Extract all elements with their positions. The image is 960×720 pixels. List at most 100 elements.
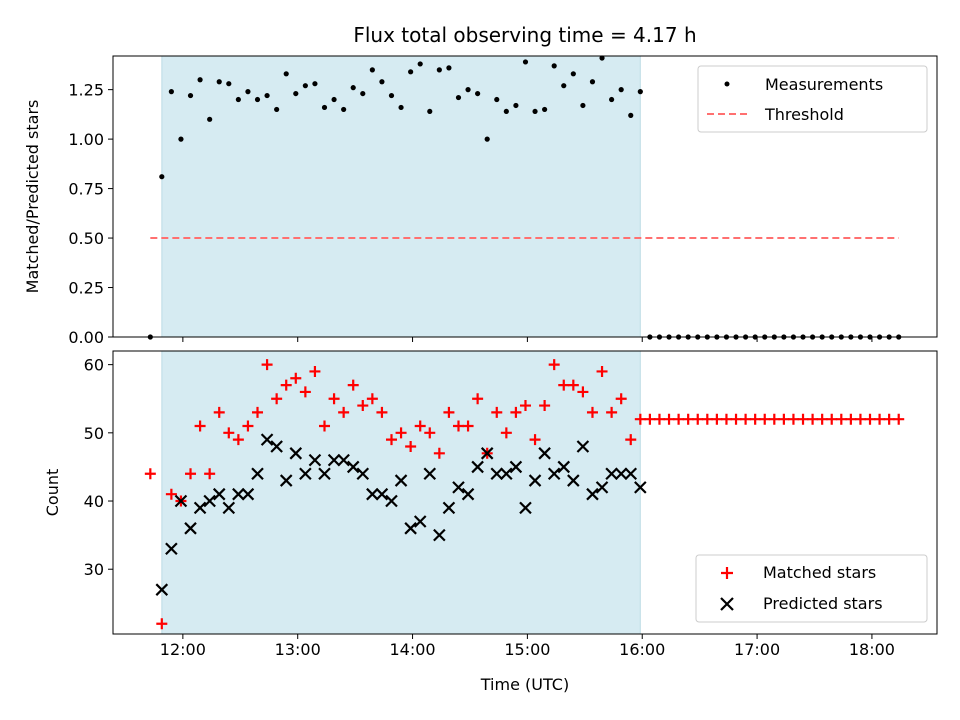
measurement-point (226, 81, 232, 87)
y-tick-label: 1.25 (68, 81, 104, 100)
predicted-star-point (241, 487, 255, 501)
predicted-star-point (595, 481, 609, 494)
bottom-legend-box (695, 554, 928, 623)
bottom-x-ticks: 12:00 13:00 14:00 15:00 16:00 17:00 18:00 (160, 634, 895, 659)
matched-star-point (558, 379, 570, 391)
x-tick-label: 18:00 (849, 640, 895, 659)
matched-star-point (491, 406, 503, 418)
measurement-point (187, 92, 194, 99)
matched-star-point (720, 413, 732, 425)
legend-matched-label: Matched stars (763, 563, 876, 582)
measurement-point (551, 63, 557, 69)
measurement-point (513, 102, 519, 109)
measurement-point (235, 96, 241, 103)
measurement-point (350, 85, 356, 91)
matched-star-point (376, 406, 388, 418)
x-axis-label: Time (UTC) (480, 675, 569, 694)
bottom-marks (144, 359, 905, 630)
matched-star-point (500, 427, 512, 439)
matched-star-point (615, 393, 627, 405)
matched-star-point (462, 420, 474, 432)
matched-star-point (816, 413, 828, 425)
measurement-point (436, 67, 442, 73)
matched-star-point (548, 359, 560, 371)
y-tick-label: 60 (84, 356, 104, 375)
measurement-point (618, 87, 624, 93)
matched-star-point (807, 413, 819, 425)
matched-star-point (144, 468, 156, 480)
matched-star-point (156, 618, 168, 630)
measurement-point (245, 89, 251, 95)
matched-star-point (749, 413, 761, 425)
measurement-point (274, 106, 280, 113)
matched-star-point (519, 400, 531, 412)
matched-star-point (510, 406, 522, 418)
matched-star-point (452, 420, 464, 432)
predicted-star-point (337, 453, 350, 467)
x-tick-label: 16:00 (619, 640, 665, 659)
legend-predicted-label: Predicted stars (763, 594, 883, 613)
predicted-star-point (576, 440, 590, 453)
predicted-star-point (212, 487, 226, 501)
measurement-point (542, 106, 548, 113)
matched-star-point (395, 427, 407, 439)
matched-star-point (740, 413, 752, 425)
predicted-star-point (203, 494, 216, 508)
measurement-point (379, 79, 385, 85)
matched-star-point (433, 447, 445, 459)
predicted-star-point (270, 440, 283, 453)
matched-star-point (529, 434, 541, 446)
matched-star-point (893, 413, 905, 425)
matched-star-point (845, 413, 857, 425)
y-tick-label: 0.00 (68, 328, 104, 347)
matched-star-point (874, 413, 886, 425)
legend-measurements-label: Measurements (765, 75, 883, 94)
predicted-star-point (251, 467, 264, 481)
chart-title: Flux total observing time = 4.17 h (353, 23, 696, 47)
predicted-star-point (490, 467, 504, 481)
measurement-point (321, 104, 328, 111)
matched-star-point (328, 393, 340, 405)
x-tick-label: 12:00 (160, 640, 206, 659)
matched-star-point (768, 413, 780, 425)
y-tick-label: 1.00 (68, 130, 104, 149)
predicted-star-point (614, 467, 628, 481)
predicted-star-point (605, 467, 618, 481)
matched-star-point (663, 413, 675, 425)
predicted-star-point (586, 487, 599, 501)
measurement-point (197, 77, 203, 83)
y-tick-label: 30 (84, 560, 104, 579)
measurement-point (522, 59, 529, 65)
bottom-axes-frame (112, 350, 938, 635)
measurement-point (589, 79, 596, 85)
measurement-point (178, 136, 184, 142)
predicted-star-point (404, 522, 417, 535)
bottom-legend: Matched stars Predicted stars (695, 554, 928, 623)
matched-star-point (586, 406, 598, 418)
predicted-star-point (366, 487, 379, 501)
predicted-star-point (260, 433, 274, 446)
measurement-point (628, 112, 634, 118)
measurement-point (532, 108, 538, 115)
predicted-star-point (624, 467, 638, 481)
matched-star-point (567, 379, 579, 391)
matched-star-point (606, 406, 618, 418)
measurement-point (561, 83, 567, 89)
matched-star-point (357, 400, 369, 412)
predicted-star-point (155, 583, 169, 596)
x-tick-label: 15:00 (504, 640, 550, 659)
matched-star-point (864, 413, 876, 425)
legend-measurements-marker (724, 81, 730, 87)
matched-star-point (759, 413, 771, 425)
top-axes-frame (112, 55, 938, 338)
top-legend-box (697, 65, 928, 133)
predicted-star-point (547, 467, 561, 481)
predicted-star-point (232, 487, 245, 501)
matched-star-point (290, 372, 302, 384)
predicted-star-point (356, 467, 370, 481)
matched-star-point (577, 386, 589, 398)
predicted-star-point (538, 447, 551, 460)
matched-star-point (797, 413, 809, 425)
